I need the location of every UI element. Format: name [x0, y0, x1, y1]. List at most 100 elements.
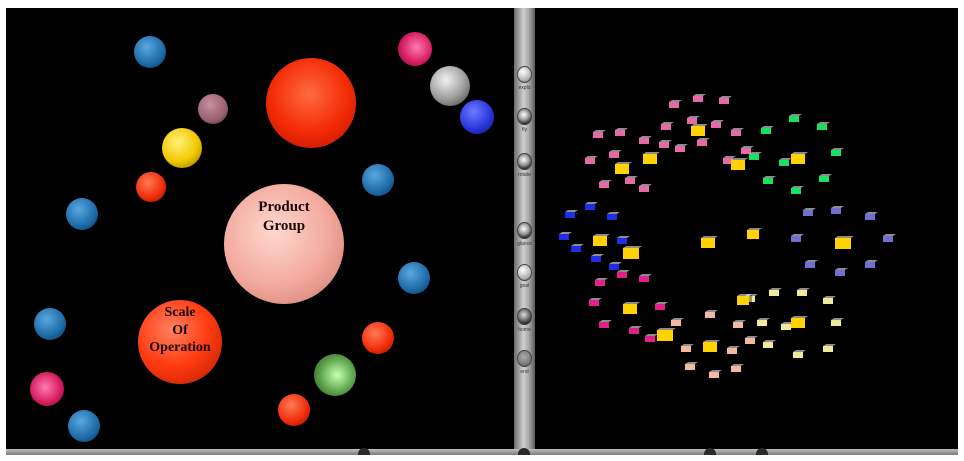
pink-cube-marker[interactable] [593, 130, 606, 138]
yellow-cube-marker[interactable] [643, 152, 660, 164]
violet-cube-marker[interactable] [883, 234, 896, 242]
peach-cube-marker[interactable] [731, 364, 744, 372]
violet-cube-marker[interactable] [803, 208, 816, 216]
blue-cube-marker[interactable] [565, 210, 578, 218]
yellow-cube-marker[interactable] [703, 340, 720, 352]
scroll-knob[interactable] [756, 448, 768, 455]
product-group-sphere[interactable] [224, 184, 344, 304]
pink-cube-marker[interactable] [661, 122, 674, 130]
magenta-cube-marker[interactable] [629, 326, 642, 334]
cream-cube-marker[interactable] [793, 350, 806, 358]
yellow-cube-marker[interactable] [731, 158, 748, 170]
tool-2-icon[interactable] [517, 108, 532, 125]
yellow-cube-marker[interactable] [701, 236, 718, 248]
green-cube-marker[interactable] [749, 152, 762, 160]
yellow-cube-marker[interactable] [615, 162, 632, 174]
small-sphere[interactable] [430, 66, 470, 106]
small-sphere[interactable] [314, 354, 356, 396]
small-sphere[interactable] [66, 198, 98, 230]
cream-cube-marker[interactable] [831, 318, 844, 326]
pink-cube-marker[interactable] [675, 144, 688, 152]
pink-cube-marker[interactable] [693, 94, 706, 102]
peach-cube-marker[interactable] [709, 370, 722, 378]
small-sphere[interactable] [460, 100, 494, 134]
bottom-scrollbar[interactable] [6, 449, 958, 455]
small-sphere[interactable] [162, 128, 202, 168]
pink-cube-marker[interactable] [711, 120, 724, 128]
blue-cube-marker[interactable] [591, 254, 604, 262]
violet-cube-marker[interactable] [831, 206, 844, 214]
blue-cube-marker[interactable] [607, 212, 620, 220]
magenta-cube-marker[interactable] [599, 320, 612, 328]
scroll-knob[interactable] [518, 448, 530, 455]
pink-cube-marker[interactable] [659, 140, 672, 148]
peach-cube-marker[interactable] [685, 362, 698, 370]
tool-4-icon[interactable] [517, 222, 532, 239]
yellow-cube-marker[interactable] [747, 228, 762, 239]
violet-cube-marker[interactable] [865, 260, 878, 268]
peach-cube-marker[interactable] [705, 310, 718, 318]
tool-3-icon[interactable] [517, 153, 532, 170]
peach-cube-marker[interactable] [681, 344, 694, 352]
pink-cube-marker[interactable] [599, 180, 612, 188]
blue-cube-marker[interactable] [609, 262, 622, 270]
scroll-knob[interactable] [704, 448, 716, 455]
magenta-cube-marker[interactable] [589, 298, 602, 306]
scale-of-operation-sphere[interactable]: Scale Of Operation [138, 300, 222, 384]
tool-7-icon[interactable] [517, 350, 532, 367]
blue-cube-marker[interactable] [617, 236, 630, 244]
small-sphere[interactable] [134, 36, 166, 68]
yellow-cube-marker[interactable] [623, 246, 642, 259]
green-cube-marker[interactable] [789, 114, 802, 122]
blue-cube-marker[interactable] [571, 244, 584, 252]
peach-cube-marker[interactable] [671, 318, 684, 326]
green-cube-marker[interactable] [831, 148, 844, 156]
left-3d-view[interactable]: Product Group Scale Of Operation [6, 8, 514, 455]
pink-cube-marker[interactable] [719, 96, 732, 104]
green-cube-marker[interactable] [779, 158, 792, 166]
yellow-cube-marker[interactable] [657, 328, 676, 341]
violet-cube-marker[interactable] [835, 268, 848, 276]
tool-1-icon[interactable] [517, 66, 532, 83]
blue-cube-marker[interactable] [585, 202, 598, 210]
small-sphere[interactable] [398, 262, 430, 294]
green-cube-marker[interactable] [791, 186, 804, 194]
small-sphere[interactable] [136, 172, 166, 202]
pink-cube-marker[interactable] [609, 150, 622, 158]
peach-cube-marker[interactable] [733, 320, 746, 328]
pink-cube-marker[interactable] [615, 128, 628, 136]
cream-cube-marker[interactable] [823, 344, 836, 352]
peach-cube-marker[interactable] [745, 336, 758, 344]
small-sphere[interactable] [198, 94, 228, 124]
cream-cube-marker[interactable] [757, 318, 770, 326]
pink-cube-marker[interactable] [639, 136, 652, 144]
yellow-cube-marker[interactable] [691, 124, 708, 136]
small-sphere[interactable] [362, 164, 394, 196]
magenta-cube-marker[interactable] [655, 302, 668, 310]
pink-cube-marker[interactable] [669, 100, 682, 108]
cream-cube-marker[interactable] [797, 288, 810, 296]
small-sphere[interactable] [278, 394, 310, 426]
scroll-knob[interactable] [358, 448, 370, 455]
green-cube-marker[interactable] [817, 122, 830, 130]
yellow-cube-marker[interactable] [835, 236, 854, 249]
green-cube-marker[interactable] [761, 126, 774, 134]
pink-cube-marker[interactable] [741, 146, 754, 154]
tool-6-icon[interactable] [517, 308, 532, 325]
pink-cube-marker[interactable] [731, 128, 744, 136]
small-sphere[interactable] [398, 32, 432, 66]
cream-cube-marker[interactable] [769, 288, 782, 296]
cream-cube-marker[interactable] [763, 340, 776, 348]
magenta-cube-marker[interactable] [645, 334, 658, 342]
pink-cube-marker[interactable] [639, 184, 652, 192]
yellow-cube-marker[interactable] [791, 152, 808, 164]
tool-5-icon[interactable] [517, 264, 532, 281]
small-sphere[interactable] [30, 372, 64, 406]
magenta-cube-marker[interactable] [617, 270, 630, 278]
peach-cube-marker[interactable] [727, 346, 740, 354]
violet-cube-marker[interactable] [791, 234, 804, 242]
small-sphere[interactable] [68, 410, 100, 442]
view-divider-toolbar[interactable]: explo fly rotate glance goal home end [514, 8, 535, 455]
yellow-cube-marker[interactable] [737, 294, 752, 305]
green-cube-marker[interactable] [763, 176, 776, 184]
